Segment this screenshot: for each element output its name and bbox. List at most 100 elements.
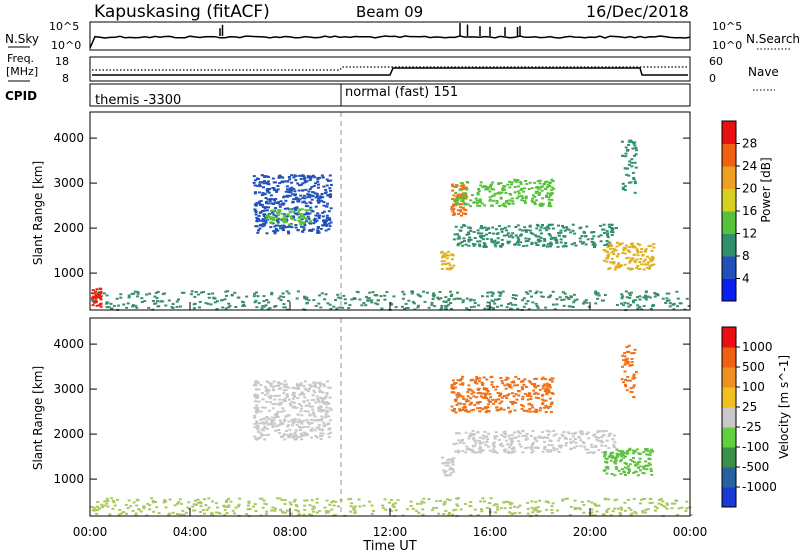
data-cell <box>310 186 314 189</box>
data-cell <box>544 378 548 381</box>
data-cell <box>332 504 336 507</box>
data-cell <box>654 509 657 512</box>
data-cell <box>278 419 282 422</box>
data-cell <box>481 396 485 399</box>
data-cell <box>648 458 652 461</box>
data-cell <box>488 232 492 234</box>
freq-tick-high: 18 <box>55 55 69 68</box>
data-cell <box>518 511 522 514</box>
data-cell <box>327 432 331 435</box>
data-cell <box>283 389 287 392</box>
data-cell <box>642 296 646 299</box>
data-cell <box>309 177 313 180</box>
data-cell <box>308 229 312 231</box>
data-cell <box>318 214 322 217</box>
data-cell <box>646 508 650 510</box>
data-cell <box>529 381 532 384</box>
data-cell <box>477 188 481 190</box>
data-cell <box>92 509 96 512</box>
data-cell <box>605 461 609 464</box>
data-cell <box>461 184 465 187</box>
data-cell <box>409 505 413 507</box>
data-cell <box>505 397 509 399</box>
data-cell <box>130 292 134 295</box>
data-cell <box>499 507 503 510</box>
data-cell <box>469 432 473 435</box>
data-cell <box>326 202 329 205</box>
data-cell <box>153 501 157 503</box>
data-cell <box>295 206 299 209</box>
data-cell <box>258 183 262 186</box>
data-cell <box>449 466 453 469</box>
data-cell <box>478 243 481 246</box>
data-cell <box>295 196 298 199</box>
freq-tick-low: 8 <box>62 72 69 85</box>
data-cell <box>651 305 654 308</box>
data-cell <box>571 223 575 226</box>
data-cell <box>444 304 448 307</box>
data-cell <box>326 302 330 305</box>
data-cell <box>623 167 627 170</box>
data-cell <box>653 292 657 294</box>
data-cell <box>556 245 560 248</box>
data-cell <box>518 443 522 446</box>
data-cell <box>308 194 312 197</box>
data-cell <box>253 416 257 419</box>
data-cell <box>612 456 616 459</box>
data-cell <box>514 375 518 378</box>
data-cell <box>350 298 354 301</box>
data-cell <box>519 241 523 244</box>
data-cell <box>274 198 278 200</box>
data-cell <box>521 299 524 302</box>
data-cell <box>460 377 464 380</box>
data-cell <box>456 244 460 247</box>
data-cell <box>506 242 510 245</box>
data-cell <box>311 405 315 408</box>
data-cell <box>265 299 269 301</box>
data-cell <box>318 294 321 297</box>
data-cell <box>508 186 512 189</box>
data-cell <box>492 307 495 310</box>
data-cell <box>643 258 647 261</box>
data-cell <box>625 346 629 348</box>
data-cell <box>316 199 320 202</box>
data-cell <box>605 257 609 260</box>
data-cell <box>253 422 257 425</box>
data-cell <box>302 226 306 229</box>
data-cell <box>287 386 291 389</box>
data-cell <box>296 229 300 232</box>
data-cell <box>526 398 530 401</box>
data-cell <box>656 294 660 297</box>
data-cell <box>602 513 606 516</box>
data-cell <box>287 176 291 178</box>
data-cell <box>497 398 501 401</box>
data-cell <box>616 507 620 510</box>
data-cell <box>391 503 395 506</box>
data-cell <box>508 501 512 504</box>
data-cell <box>450 409 454 412</box>
data-cell <box>456 195 460 198</box>
data-cell <box>330 508 334 511</box>
data-cell <box>288 223 292 226</box>
data-cell <box>310 499 314 502</box>
data-cell <box>486 406 490 409</box>
data-cell <box>609 245 613 248</box>
data-cell <box>192 307 196 310</box>
data-cell <box>142 505 146 508</box>
data-cell <box>288 208 292 211</box>
data-cell <box>651 257 655 260</box>
data-cell <box>561 291 565 294</box>
data-cell <box>265 215 268 218</box>
data-cell <box>310 209 314 212</box>
data-cell <box>317 183 320 186</box>
data-cell <box>91 295 95 298</box>
data-cell <box>294 387 297 390</box>
data-cell <box>526 394 530 397</box>
data-cell <box>451 198 455 200</box>
data-cell <box>289 512 293 515</box>
data-cell <box>521 451 525 454</box>
data-cell <box>549 294 553 297</box>
data-cell <box>438 291 442 293</box>
data-cell <box>272 203 276 205</box>
freq-panel: Freq. [MHz] 18 8 60 0 Nave <box>6 52 779 91</box>
